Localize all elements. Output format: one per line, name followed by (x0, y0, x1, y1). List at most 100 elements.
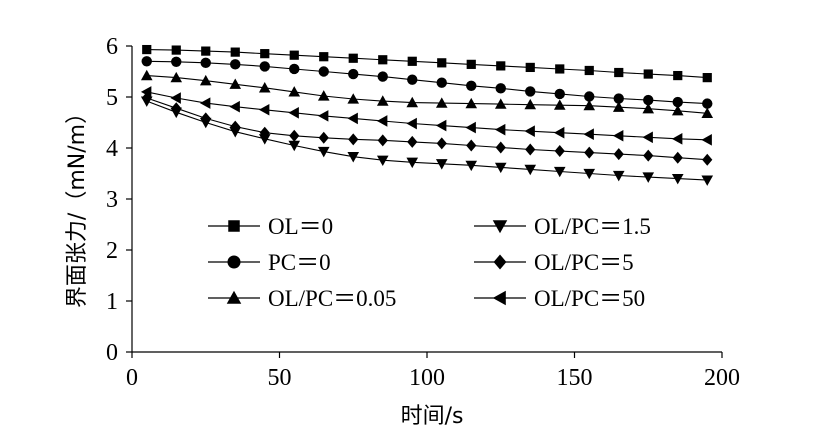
data-point (436, 77, 447, 88)
series-line (146, 100, 708, 181)
data-point (465, 97, 478, 109)
data-point (555, 64, 565, 74)
data-point (199, 74, 212, 86)
data-point (494, 123, 506, 136)
data-point (672, 96, 683, 108)
data-point (171, 45, 181, 55)
series-6 (140, 86, 712, 146)
data-point (701, 175, 714, 186)
y-tick-label: 4 (106, 136, 118, 162)
data-point (288, 107, 299, 119)
legend-label: OL＝0 (268, 214, 333, 239)
data-point (583, 128, 594, 141)
x-tick-label: 200 (704, 365, 740, 391)
axis-ticks: 0 1 2 3 4 5 6 0 50 100 150 200 (106, 34, 740, 391)
data-point (229, 100, 240, 113)
data-point (436, 137, 447, 150)
data-point (584, 65, 594, 76)
data-point (524, 164, 537, 176)
data-point (347, 93, 360, 104)
data-point (318, 66, 329, 77)
data-point (141, 56, 152, 67)
x-axis-title: 时间/s (401, 404, 464, 429)
data-point (376, 95, 389, 106)
data-point (230, 120, 241, 133)
y-axis-title: 界面张力/（mN/m） (65, 102, 90, 308)
data-point (406, 157, 419, 169)
data-point (171, 56, 182, 68)
data-point (348, 133, 359, 146)
series-layer (140, 44, 714, 186)
data-point (613, 148, 624, 161)
legend-label: OL/PC＝50 (534, 286, 645, 311)
data-point (407, 74, 418, 85)
legend-entry: OL/PC＝50 (474, 286, 645, 311)
legend-marker (228, 220, 240, 232)
x-tick-label: 150 (557, 365, 593, 391)
data-point (317, 110, 329, 122)
data-point (260, 49, 270, 59)
data-point (348, 68, 359, 80)
data-point (642, 102, 655, 114)
data-point (553, 166, 566, 178)
data-point (583, 168, 596, 180)
data-point (377, 71, 388, 82)
data-point (407, 56, 417, 66)
data-point (554, 88, 565, 100)
data-point (258, 82, 271, 93)
data-point (612, 101, 625, 112)
data-point (494, 98, 507, 109)
data-point (614, 67, 624, 78)
legend-marker (227, 255, 241, 269)
data-point (465, 121, 476, 134)
y-tick-label: 1 (106, 289, 118, 315)
data-point (465, 160, 478, 172)
series-line (146, 75, 708, 114)
data-point (142, 44, 152, 55)
data-point (612, 170, 625, 182)
data-point (407, 135, 418, 148)
data-point (494, 162, 507, 174)
data-point (437, 58, 447, 68)
legend-label: OL/PC＝5 (534, 250, 634, 275)
data-point (553, 126, 565, 139)
data-point (289, 129, 300, 142)
data-point (525, 62, 535, 73)
data-point (200, 112, 211, 125)
data-point (377, 134, 388, 147)
data-point (496, 61, 506, 71)
data-point (378, 55, 388, 65)
data-point (201, 46, 211, 56)
data-point (495, 141, 506, 154)
data-point (259, 126, 270, 139)
data-point (525, 86, 536, 97)
data-point (702, 153, 713, 166)
y-tick-label: 2 (106, 238, 118, 264)
data-point (289, 63, 300, 75)
legend-entry: OL/PC＝0.05 (208, 286, 396, 311)
data-point (289, 50, 299, 60)
data-point (554, 145, 565, 158)
data-point (673, 70, 683, 81)
data-point (317, 90, 330, 101)
data-point (376, 155, 389, 167)
legend-label: PC＝0 (268, 250, 331, 275)
data-point (553, 99, 566, 110)
y-tick-label: 3 (106, 187, 118, 213)
data-point (170, 92, 181, 104)
series-1 (142, 44, 712, 83)
data-point (406, 117, 417, 130)
data-point (258, 134, 271, 145)
data-point (259, 61, 270, 72)
data-point (613, 93, 624, 104)
x-tick-label: 100 (409, 365, 445, 391)
data-point (406, 96, 419, 108)
legend-entry: PC＝0 (208, 250, 331, 275)
data-point (230, 47, 240, 57)
legend-entry: OL/PC＝1.5 (474, 214, 651, 239)
legend: OL＝0 PC＝0 OL/PC＝0.05 OL/PC＝1.5 OL/PC＝5 OL/PC＝… (208, 214, 651, 311)
data-point (584, 146, 595, 159)
data-point (584, 91, 595, 102)
data-point (347, 152, 360, 163)
